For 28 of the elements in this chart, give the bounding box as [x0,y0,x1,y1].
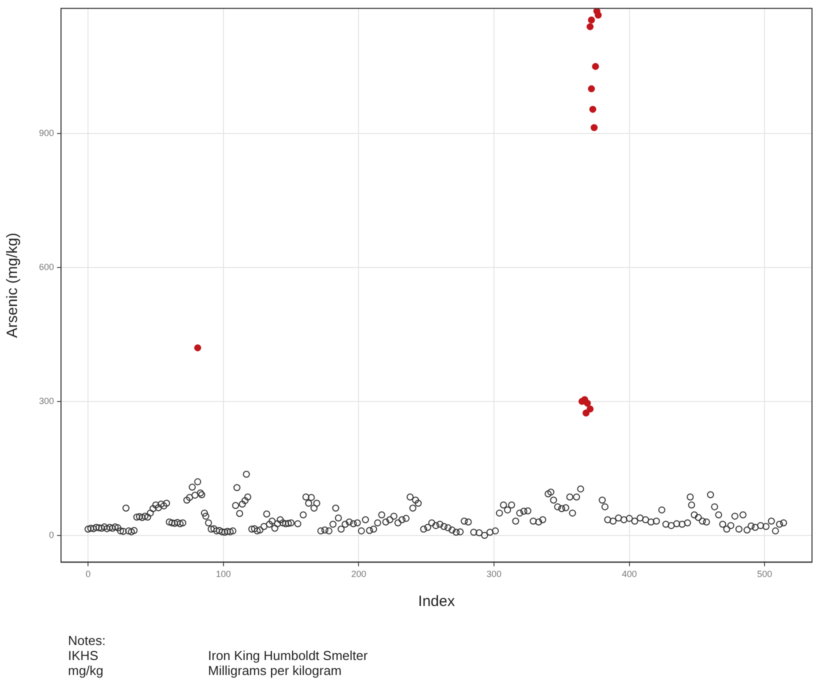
point [588,16,595,24]
text: Notes: [68,633,107,648]
x-tick-label: 300 [486,569,502,580]
x-tick-label: 100 [216,569,231,580]
text: IKHS [68,648,100,663]
point [588,85,595,92]
text: Milligrams per kilogram [208,663,343,678]
y-tick-label: 0 [49,530,54,540]
x-axis-title: Index [418,593,456,610]
y-tick-label: 900 [38,128,54,138]
text: Iron King Humboldt Smelter [208,648,369,663]
x-tick-label: 200 [351,569,366,580]
point [592,62,599,70]
y-tick-label: 600 [38,262,54,272]
y-axis-title: Arsenic (mg/kg) [4,232,22,338]
x-tick-label: 400 [622,569,637,580]
point [594,12,602,19]
point [590,124,598,132]
x-tick-label: 0 [86,569,91,580]
x-tick-label: 500 [757,569,772,580]
point [586,23,594,30]
text: mg/kg [68,663,104,678]
point [582,410,590,417]
y-tick-label: 300 [38,396,54,406]
point [584,400,591,407]
point [589,106,596,113]
point [586,406,594,413]
point [194,344,202,352]
